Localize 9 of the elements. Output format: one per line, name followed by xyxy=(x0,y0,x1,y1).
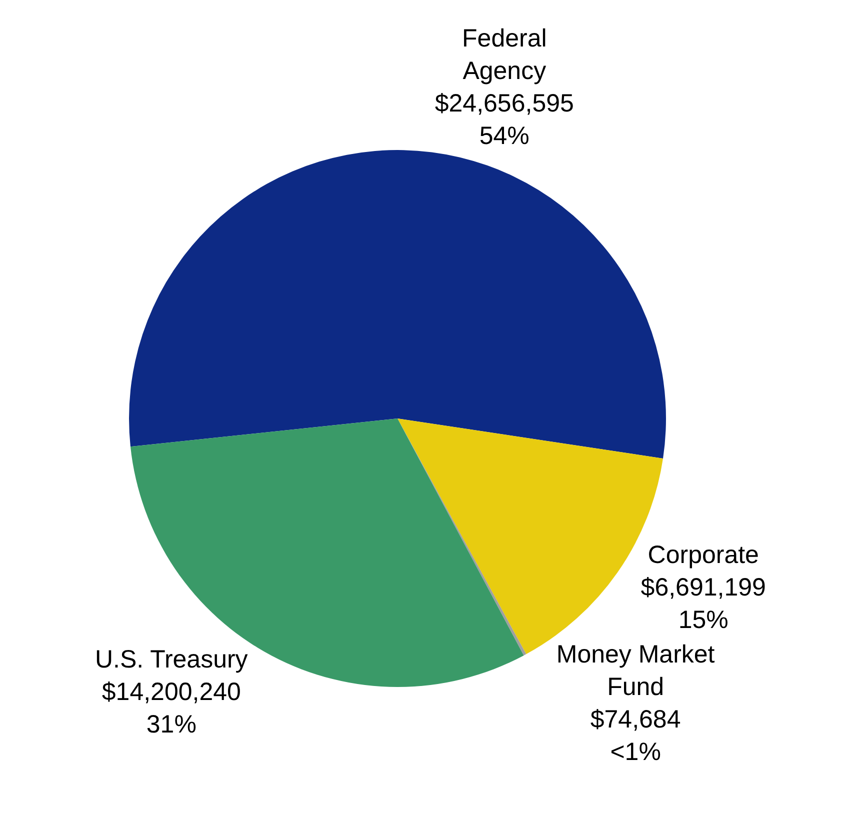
data-label: $74,684 <1% xyxy=(590,706,681,766)
data-label: $24,656,595 54% xyxy=(434,90,574,150)
slice-label: Money Market Fund xyxy=(556,640,715,702)
data-label: $6,691,199 15% xyxy=(640,574,766,634)
pie-slice xyxy=(129,150,666,458)
slice-label: U.S. Treasury xyxy=(94,645,248,674)
slice-label: Corporate xyxy=(648,541,759,570)
slice-label: Federal Agency xyxy=(462,24,547,86)
data-label: $14,200,240 31% xyxy=(102,678,241,738)
